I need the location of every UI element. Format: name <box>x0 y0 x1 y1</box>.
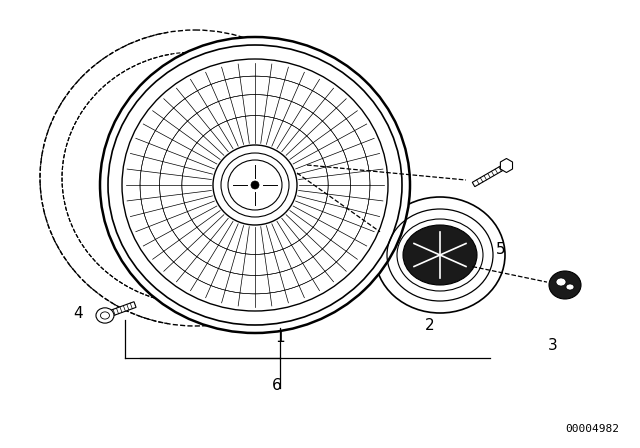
Text: 3: 3 <box>548 338 557 353</box>
Ellipse shape <box>96 308 114 323</box>
Polygon shape <box>472 164 508 187</box>
Ellipse shape <box>403 225 477 285</box>
Ellipse shape <box>566 284 574 290</box>
Ellipse shape <box>251 181 259 189</box>
Ellipse shape <box>556 278 566 286</box>
Text: 2: 2 <box>425 318 435 333</box>
Text: 00004982: 00004982 <box>565 424 619 434</box>
Text: 4: 4 <box>73 306 83 321</box>
Text: 6: 6 <box>272 378 282 393</box>
Text: 5: 5 <box>496 242 506 257</box>
Ellipse shape <box>100 37 410 333</box>
Polygon shape <box>500 159 513 172</box>
Ellipse shape <box>549 271 581 299</box>
Ellipse shape <box>375 197 505 313</box>
Ellipse shape <box>213 145 297 225</box>
Polygon shape <box>104 302 136 318</box>
Text: 1: 1 <box>275 330 285 345</box>
